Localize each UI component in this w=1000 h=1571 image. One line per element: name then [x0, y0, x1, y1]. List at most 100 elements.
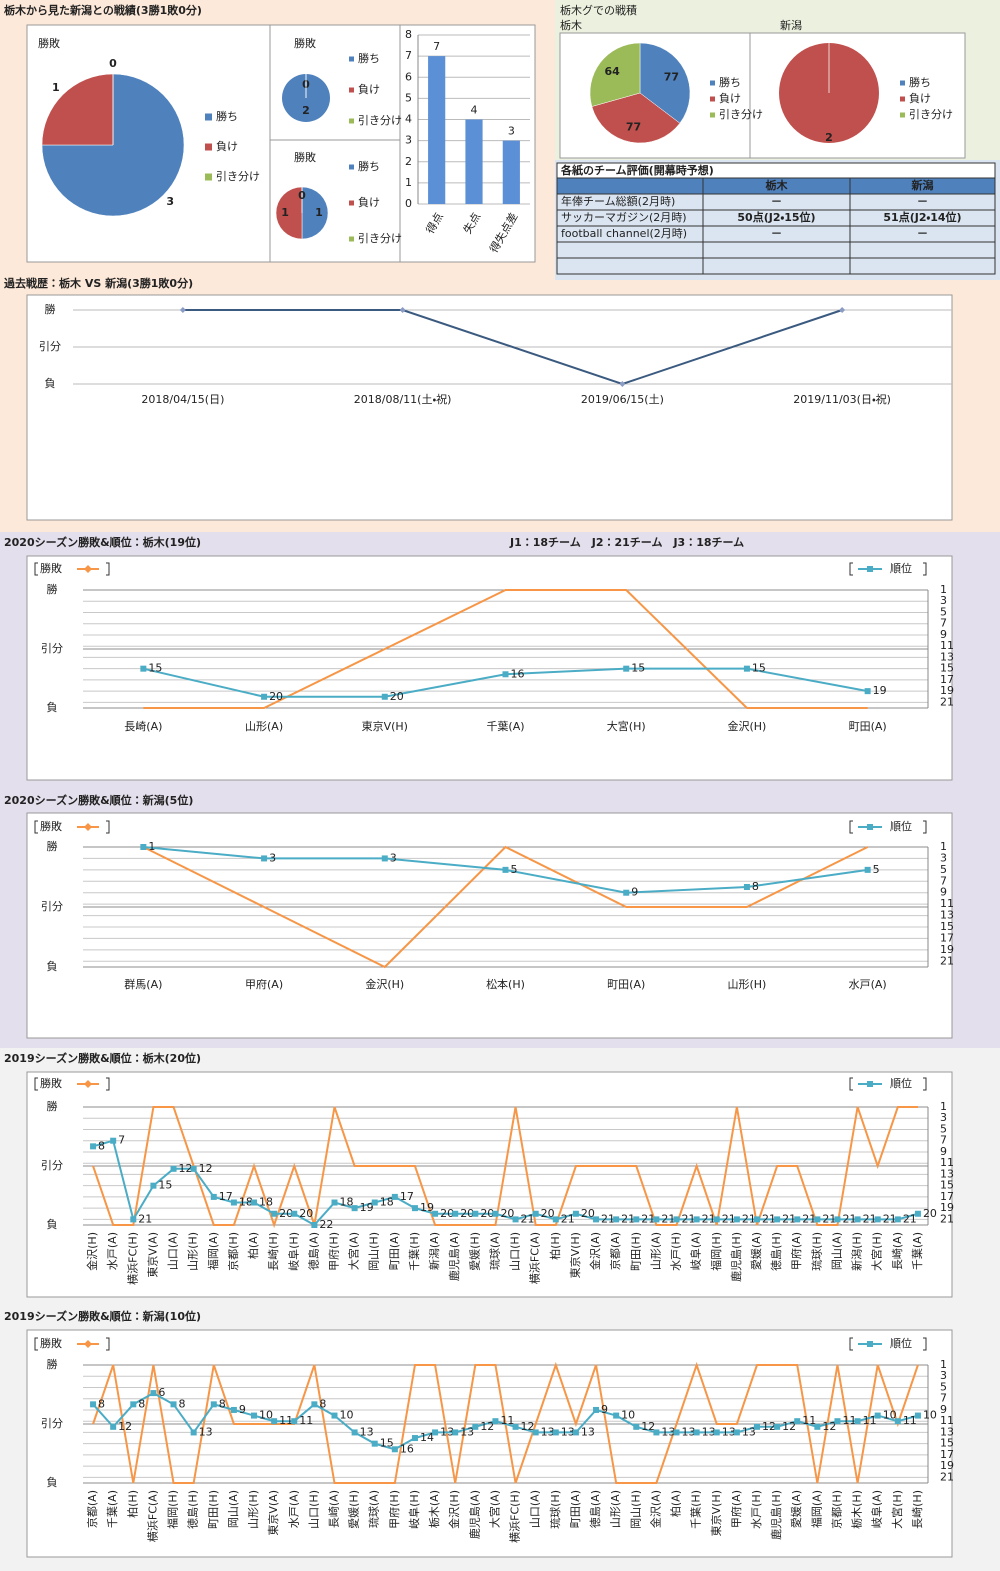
marker: [619, 381, 626, 387]
legend-label: 勝敗: [40, 819, 62, 833]
marker: [613, 1412, 620, 1419]
marker: [552, 1216, 559, 1223]
x-tick-label: 柏(H): [548, 1232, 562, 1260]
x-tick-label: 金沢(H): [447, 1490, 461, 1529]
chart-title: 2019シーズン勝敗&順位：栃木(20位): [4, 1051, 201, 1065]
x-tick-label: 大宮(H): [607, 719, 646, 733]
line: [182, 309, 843, 386]
data-label: 3: [508, 125, 515, 138]
data-label: 17: [219, 1190, 233, 1203]
legend-label: 引き分け: [719, 107, 763, 121]
marker: [110, 1423, 117, 1430]
data-label: 20: [460, 1207, 474, 1220]
bar: [502, 140, 520, 204]
y-tick-label: 負: [47, 960, 58, 973]
y-tick-label: 3: [405, 134, 412, 147]
data-label: 11: [903, 1414, 917, 1427]
legend-label: 勝敗: [40, 1076, 62, 1090]
marker: [693, 1216, 700, 1223]
data-label: 15: [380, 1437, 394, 1450]
x-tick-label: 長崎(H): [266, 1232, 280, 1271]
x-tick-label: 千葉(A): [105, 1490, 119, 1528]
data-label: 10: [621, 1409, 635, 1422]
marker: [411, 1435, 418, 1442]
marker: [794, 1216, 801, 1223]
y2-tick-label: 5: [940, 1122, 947, 1135]
x-tick-label: 千葉(H): [689, 1490, 703, 1529]
data-label: 5: [873, 863, 880, 876]
x-tick-label: 福岡(A): [206, 1232, 220, 1270]
chart-note: J1：18チーム J2：21チーム J3：18チーム: [509, 536, 744, 549]
pie-slice: [639, 42, 691, 124]
data-label: 21: [641, 1212, 655, 1225]
x-tick-label: 金沢(A): [648, 1490, 662, 1528]
y-tick-label: 負: [45, 377, 56, 390]
legend-swatch: [205, 113, 212, 121]
data-label: 64: [604, 65, 620, 78]
chart-title: 2019シーズン勝敗&順位：新潟(10位): [4, 1309, 201, 1323]
marker: [753, 1216, 760, 1223]
y-tick-label: 負: [47, 1476, 58, 1489]
x-tick-label: 岐阜(H): [287, 1232, 300, 1271]
x-tick-label: 京都(A): [86, 1490, 99, 1528]
data-label: 3: [166, 195, 174, 208]
chart-title: 勝敗: [294, 150, 316, 164]
marker: [381, 855, 388, 862]
data-label: 20: [440, 1207, 454, 1220]
x-tick-label: 長崎(A): [890, 1232, 904, 1270]
y-tick-label: 2: [405, 155, 412, 168]
x-tick-label: 千葉(H): [407, 1232, 421, 1271]
marker: [311, 1401, 318, 1408]
marker: [864, 688, 871, 695]
y-tick-label: 0: [405, 197, 412, 210]
x-tick-label: 山口(A): [167, 1232, 180, 1270]
y2-tick-label: 21: [940, 954, 954, 967]
bar: [465, 119, 483, 204]
y2-tick-label: 19: [940, 943, 954, 956]
legend-label: 勝ち: [216, 109, 238, 123]
x-tick-label: 琉球(A): [488, 1232, 501, 1270]
x-tick-label: 山形(A): [609, 1490, 622, 1528]
x-tick-label: 愛媛(A): [790, 1490, 803, 1528]
legend-bracket: [923, 1337, 927, 1351]
data-label: 8: [219, 1397, 226, 1410]
x-tick-label: 山形(A): [649, 1232, 662, 1270]
x-tick-label: 徳島(A): [306, 1232, 320, 1270]
x-tick-label: 甲府(H): [388, 1490, 401, 1529]
x-tick-label: 金沢(H): [85, 1232, 99, 1271]
data-label: 18: [380, 1196, 394, 1209]
x-tick-label: 横浜FC(A): [145, 1490, 159, 1542]
marker: [894, 1418, 901, 1425]
y-tick-label: 1: [405, 176, 412, 189]
series-line: [142, 845, 869, 969]
data-label: 21: [682, 1212, 696, 1225]
data-label: 10: [339, 1409, 353, 1422]
x-tick-label: 甲府(A): [790, 1232, 803, 1270]
marker: [371, 1440, 378, 1447]
series-line: [143, 589, 868, 709]
marker: [864, 866, 871, 873]
data-label: 2: [825, 131, 833, 144]
legend-swatch: [349, 87, 354, 93]
y2-tick-label: 19: [940, 1201, 954, 1214]
x-tick-label: 甲府(A): [245, 978, 283, 991]
x-tick-label: 水戸(A): [849, 978, 887, 991]
bar: [428, 56, 446, 204]
y-tick-label: 勝: [47, 839, 58, 853]
marker: [593, 1406, 600, 1413]
marker: [839, 307, 846, 313]
marker: [653, 1216, 660, 1223]
x-tick-label: 岐阜(H): [408, 1490, 421, 1529]
data-label: 13: [742, 1425, 756, 1438]
y-tick-label: 勝: [45, 302, 56, 316]
legend-marker: [84, 1080, 92, 1088]
y2-tick-label: 11: [940, 897, 954, 910]
table-cell: －: [771, 195, 782, 208]
x-tick-label: 横浜FC(H): [125, 1232, 139, 1285]
legend-label: 引き分け: [216, 169, 260, 183]
marker: [814, 1216, 821, 1223]
legend-bracket: [923, 1077, 927, 1091]
y2-tick-label: 17: [940, 673, 954, 686]
data-label: 13: [199, 1425, 213, 1438]
data-label: 20: [923, 1207, 937, 1220]
